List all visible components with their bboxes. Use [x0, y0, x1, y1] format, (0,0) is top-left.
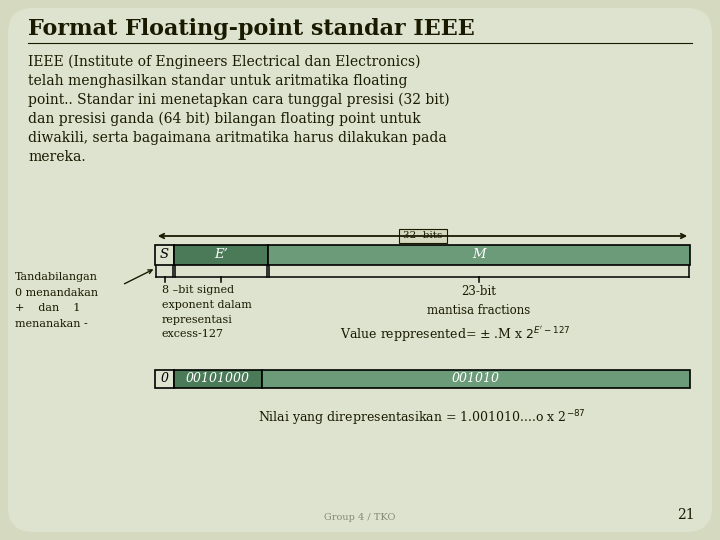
Text: 8 –bit signed
exponent dalam
representasi
excess-127: 8 –bit signed exponent dalam representas… — [162, 285, 252, 340]
Text: Format Floating-point standar IEEE: Format Floating-point standar IEEE — [28, 18, 474, 40]
Bar — [174, 245, 268, 265]
Text: diwakili, serta bagaimana aritmatika harus dilakukan pada: diwakili, serta bagaimana aritmatika har… — [28, 131, 446, 145]
Bar — [155, 245, 174, 265]
Text: 32  bits: 32 bits — [402, 232, 442, 240]
Text: S: S — [160, 248, 169, 261]
Text: 23-bit
mantisa fractions: 23-bit mantisa fractions — [428, 285, 531, 317]
Bar — [262, 370, 690, 388]
Text: dan presisi ganda (64 bit) bilangan floating point untuk: dan presisi ganda (64 bit) bilangan floa… — [28, 112, 420, 126]
Text: point.. Standar ini menetapkan cara tunggal presisi (32 bit): point.. Standar ini menetapkan cara tung… — [28, 93, 449, 107]
Text: 0: 0 — [161, 373, 168, 386]
Bar — [174, 370, 262, 388]
FancyBboxPatch shape — [8, 8, 712, 532]
Text: telah menghasilkan standar untuk aritmatika floating: telah menghasilkan standar untuk aritmat… — [28, 74, 408, 88]
Text: Group 4 / TKO: Group 4 / TKO — [324, 513, 396, 522]
Text: M: M — [472, 248, 486, 261]
Text: E’: E’ — [214, 248, 228, 261]
Text: IEEE (Institute of Engineers Electrical dan Electronics): IEEE (Institute of Engineers Electrical … — [28, 55, 420, 70]
Text: Nilai yang direpresentasikan = 1.001010....o x 2$^{-87}$: Nilai yang direpresentasikan = 1.001010.… — [258, 408, 586, 428]
Bar — [155, 370, 174, 388]
Text: 00101000: 00101000 — [186, 373, 250, 386]
Text: Value reppresented= $\pm$ .M x $2^{E'-127}$: Value reppresented= $\pm$ .M x $2^{E'-12… — [340, 325, 570, 345]
Text: 001010: 001010 — [452, 373, 500, 386]
Text: Tandabilangan
0 menandakan
+    dan    1
menanakan -: Tandabilangan 0 menandakan + dan 1 menan… — [15, 272, 98, 329]
Text: 21: 21 — [678, 508, 695, 522]
Text: mereka.: mereka. — [28, 150, 86, 164]
Bar — [268, 245, 690, 265]
FancyBboxPatch shape — [398, 229, 446, 243]
